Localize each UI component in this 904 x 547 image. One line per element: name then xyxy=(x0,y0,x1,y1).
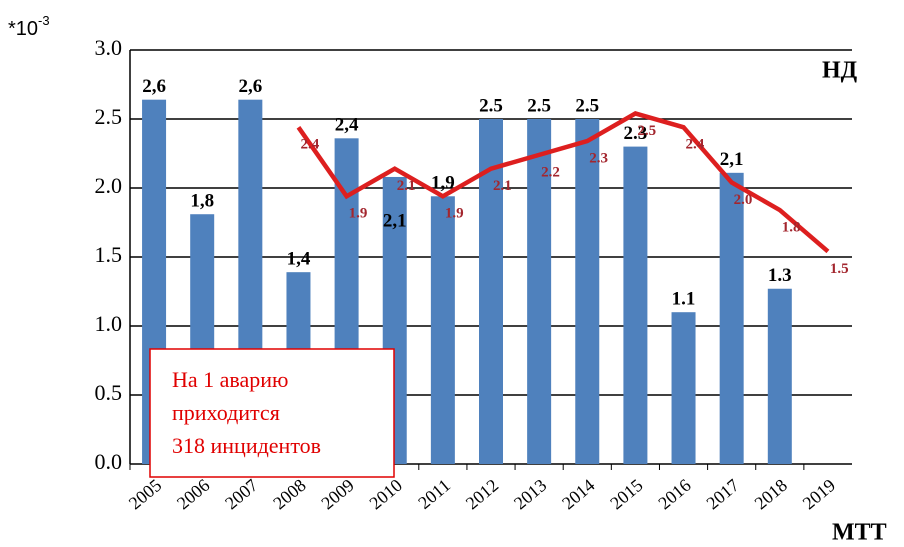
line-value-label: 2.1 xyxy=(397,178,416,194)
bar-value-label: 1,8 xyxy=(190,191,214,212)
line-value-label: 2.3 xyxy=(589,151,608,167)
y-tick-label: 1.0 xyxy=(95,311,123,336)
unit-exp: -3 xyxy=(38,13,50,28)
line-value-label: 1.5 xyxy=(830,261,849,277)
bar-value-label: 2.5 xyxy=(479,95,503,116)
line-value-label: 2.5 xyxy=(637,123,656,139)
annotation-text: На 1 аварию xyxy=(172,367,289,392)
unit-label: *10-3 xyxy=(8,13,50,40)
bar xyxy=(575,119,600,464)
x-tick-label: 2005 xyxy=(125,475,165,513)
x-tick-label: 2010 xyxy=(366,475,406,513)
bar xyxy=(767,288,792,464)
bar xyxy=(623,146,648,464)
x-tick-label: 2013 xyxy=(510,475,550,513)
bar-value-label: 2.5 xyxy=(575,95,599,116)
series-label: МТТ xyxy=(832,520,887,546)
y-tick-label: 2.5 xyxy=(95,104,123,129)
x-tick-label: 2017 xyxy=(702,475,742,513)
line-value-label: 2.1 xyxy=(493,178,512,194)
x-tick-label: 2019 xyxy=(799,475,839,513)
line-value-label: 2.4 xyxy=(686,137,705,153)
x-tick-label: 2015 xyxy=(606,475,646,513)
x-tick-label: 2009 xyxy=(317,475,357,513)
annotation-text: приходится xyxy=(172,400,280,425)
bar xyxy=(719,172,744,464)
annotation-text: 318 инцидентов xyxy=(172,433,321,458)
y-tick-label: 1.5 xyxy=(95,242,123,267)
x-tick-label: 2016 xyxy=(654,475,694,513)
line-value-label: 1.9 xyxy=(349,206,368,222)
bar-value-label: 2,6 xyxy=(142,76,166,97)
bar xyxy=(430,196,455,464)
bar xyxy=(527,119,552,464)
unit-base: *10 xyxy=(8,18,38,40)
x-tick-label: 2011 xyxy=(414,475,454,513)
bar-value-label: 1.1 xyxy=(672,289,696,310)
bar-value-label: 2,1 xyxy=(720,149,744,170)
bar-value-label: 2,1 xyxy=(383,210,407,231)
series-label: НД xyxy=(822,58,858,84)
line-value-label: 2.4 xyxy=(300,137,319,153)
y-tick-label: 0.0 xyxy=(95,449,123,474)
bar-value-label: 2.5 xyxy=(527,95,551,116)
y-tick-label: 0.5 xyxy=(95,380,123,405)
line-value-label: 2.0 xyxy=(734,192,753,208)
bar xyxy=(479,119,503,464)
bar-value-label: 2,6 xyxy=(238,76,262,97)
line-value-label: 1.8 xyxy=(782,220,801,236)
y-tick-label: 2.0 xyxy=(95,173,123,198)
bar-value-label: 1,4 xyxy=(287,249,311,270)
bar-value-label: 1.3 xyxy=(768,265,792,286)
line-value-label: 1.9 xyxy=(445,206,464,222)
x-tick-label: 2008 xyxy=(269,475,309,513)
x-tick-label: 2007 xyxy=(221,475,261,513)
bar-value-label: 2,4 xyxy=(335,115,359,136)
bar xyxy=(671,312,696,464)
annotation-box xyxy=(149,348,395,478)
line-value-label: 2.2 xyxy=(541,164,560,180)
x-tick-label: 2006 xyxy=(173,475,213,513)
bar-value-label: 1,9 xyxy=(431,173,455,194)
y-tick-label: 3.0 xyxy=(95,35,123,60)
x-tick-label: 2018 xyxy=(751,475,791,513)
bar-value-label: 2.3 xyxy=(624,123,648,144)
x-tick-label: 2012 xyxy=(462,475,502,513)
line xyxy=(296,111,830,254)
x-tick-label: 2014 xyxy=(558,475,598,513)
